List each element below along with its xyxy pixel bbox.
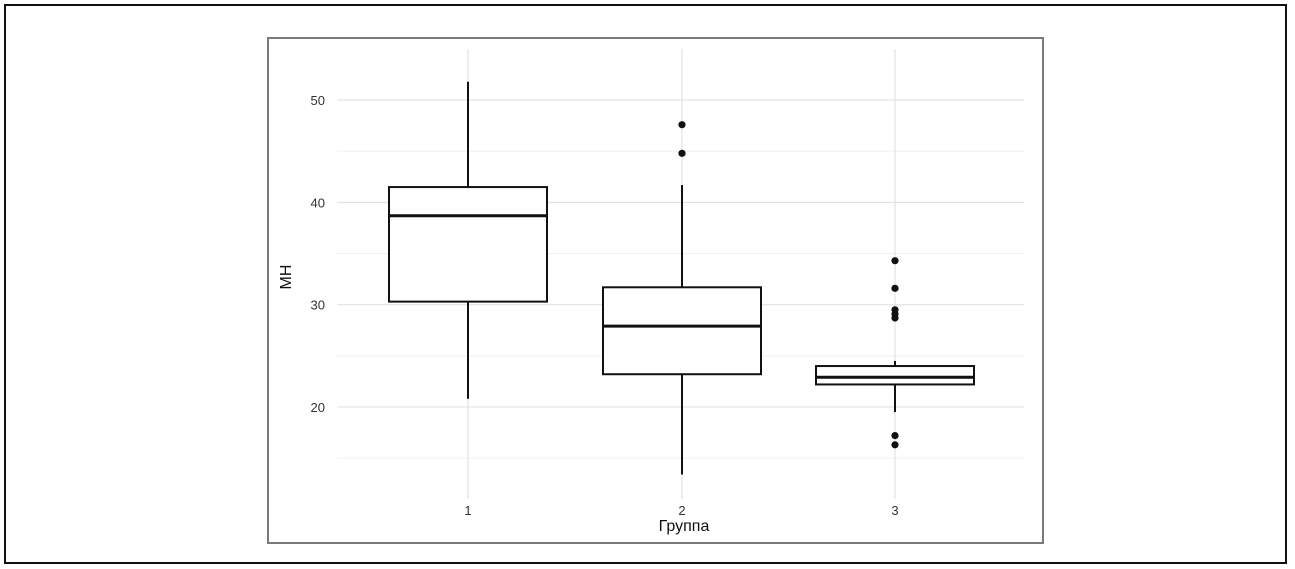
boxes (388, 81, 975, 475)
chart-panel: 20 30 40 50 1 2 3 Группа МН (267, 37, 1044, 544)
y-tick-label: 40 (311, 195, 325, 210)
x-tick-label: 2 (678, 503, 685, 518)
outlier-point (891, 257, 899, 265)
outlier-point (678, 121, 686, 129)
boxplot-chart: 20 30 40 50 1 2 3 Группа МН (278, 49, 1024, 535)
y-axis-title: МН (278, 265, 295, 290)
y-tick-labels: 20 30 40 50 (311, 93, 325, 415)
box-group-3 (815, 257, 975, 449)
outer-frame (4, 4, 1287, 564)
y-tick-label: 30 (311, 298, 325, 313)
x-tick-labels: 1 2 3 (464, 503, 898, 518)
outlier-point (678, 149, 686, 157)
box-iqr (602, 286, 762, 376)
y-tick-label: 20 (311, 400, 325, 415)
x-tick-label: 3 (891, 503, 898, 518)
outlier-point (891, 441, 899, 449)
box-group-2 (602, 121, 762, 475)
box-group-1 (388, 81, 548, 399)
x-tick-label: 1 (464, 503, 471, 518)
outlier-point (891, 284, 899, 292)
box-iqr (388, 186, 548, 303)
outlier-point (891, 306, 899, 314)
y-tick-label: 50 (311, 93, 325, 108)
outlier-point (891, 431, 899, 440)
box-iqr (815, 365, 975, 386)
x-axis-title: Группа (659, 518, 710, 535)
